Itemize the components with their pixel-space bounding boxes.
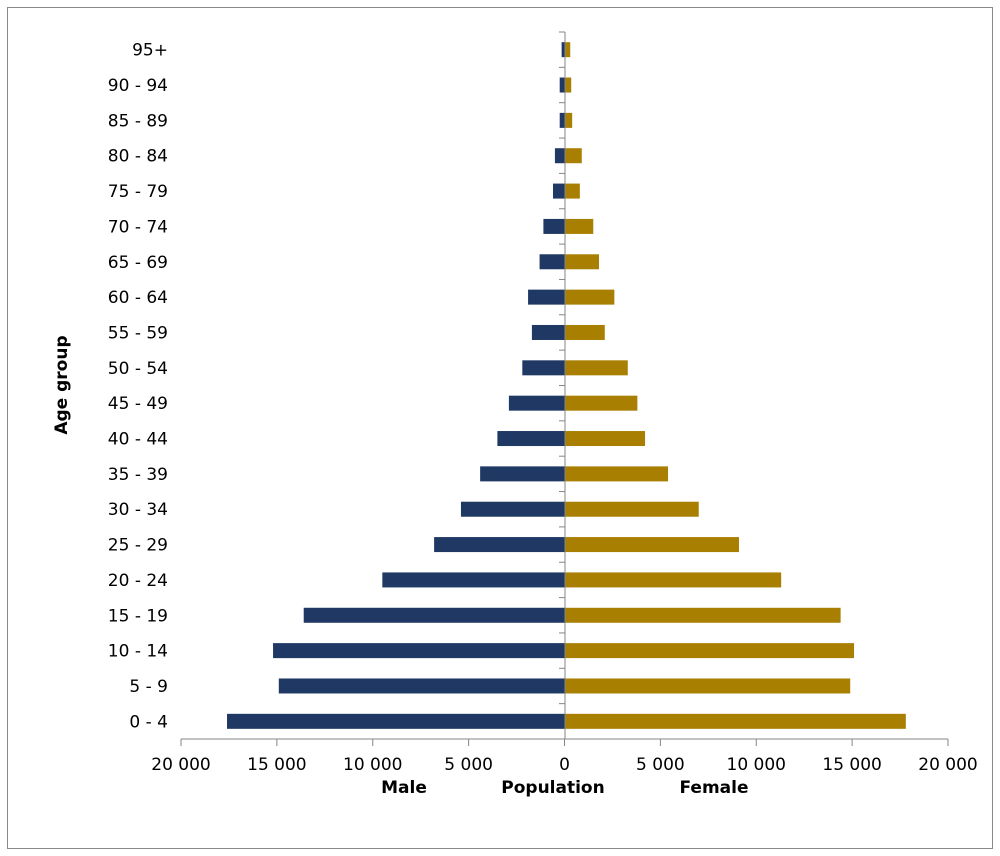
bar-female-1 — [565, 678, 851, 694]
axes-layer — [180, 31, 949, 746]
bar-male-11 — [531, 324, 565, 340]
bar-female-10 — [565, 360, 628, 376]
bar-male-1 — [278, 678, 565, 694]
bar-female-14 — [565, 218, 594, 234]
x-tick-label-7: 15 000 — [822, 755, 881, 775]
x-axis-left-label: Male — [381, 778, 427, 798]
bar-female-16 — [565, 148, 582, 164]
y-tick-label-11: 55 - 59 — [108, 323, 168, 343]
bar-male-0 — [227, 713, 565, 729]
bar-female-6 — [565, 501, 699, 517]
x-axis-title: Population — [501, 778, 604, 798]
bar-female-0 — [565, 713, 906, 729]
x-tick-label-6: 10 000 — [727, 755, 786, 775]
x-tick-label-0: 20 000 — [151, 755, 210, 775]
bar-male-15 — [552, 183, 565, 199]
x-tick-label-3: 5 000 — [444, 755, 493, 775]
y-axis-title: Age group — [52, 335, 72, 434]
bars-layer — [227, 42, 906, 729]
bar-female-17 — [565, 112, 573, 128]
bar-female-18 — [565, 77, 572, 93]
bar-female-13 — [565, 254, 600, 270]
bar-female-11 — [565, 324, 605, 340]
x-tick-label-4: 0 — [559, 755, 570, 775]
x-tick-label-8: 20 000 — [918, 755, 977, 775]
bar-female-3 — [565, 607, 841, 623]
bar-female-15 — [565, 183, 580, 199]
bar-male-14 — [543, 218, 565, 234]
y-tick-label-14: 70 - 74 — [108, 217, 168, 237]
y-tick-label-0: 0 - 4 — [129, 712, 168, 732]
y-tick-label-9: 45 - 49 — [108, 394, 168, 414]
bar-male-18 — [559, 77, 565, 93]
y-tick-label-5: 25 - 29 — [108, 536, 168, 556]
y-tick-label-16: 80 - 84 — [108, 147, 168, 167]
y-tick-label-12: 60 - 64 — [108, 288, 168, 308]
bar-male-8 — [497, 431, 565, 447]
y-tick-label-7: 35 - 39 — [108, 465, 168, 485]
y-tick-label-6: 30 - 34 — [108, 500, 168, 520]
x-tick-label-5: 5 000 — [636, 755, 685, 775]
y-tick-label-2: 10 - 14 — [108, 642, 168, 662]
bar-female-12 — [565, 289, 615, 305]
bar-female-19 — [565, 42, 571, 58]
bar-male-7 — [480, 466, 565, 482]
y-tick-label-10: 50 - 54 — [108, 359, 168, 379]
bar-male-2 — [273, 643, 565, 659]
bar-female-2 — [565, 643, 855, 659]
bar-female-5 — [565, 537, 739, 553]
bar-male-9 — [508, 395, 565, 411]
y-tick-label-8: 40 - 44 — [108, 430, 168, 450]
bar-male-6 — [460, 501, 565, 517]
bar-female-8 — [565, 431, 646, 447]
bar-male-10 — [522, 360, 565, 376]
bar-female-9 — [565, 395, 638, 411]
y-tick-label-17: 85 - 89 — [108, 111, 168, 131]
bar-male-3 — [303, 607, 565, 623]
y-tick-label-4: 20 - 24 — [108, 571, 168, 591]
x-axis-right-label: Female — [680, 778, 749, 798]
x-tick-label-2: 10 000 — [343, 755, 402, 775]
bar-male-12 — [528, 289, 565, 305]
bar-male-4 — [382, 572, 565, 588]
bar-male-13 — [539, 254, 565, 270]
bar-male-17 — [559, 112, 565, 128]
bar-female-4 — [565, 572, 782, 588]
bar-female-7 — [565, 466, 669, 482]
y-tick-label-13: 65 - 69 — [108, 253, 168, 273]
y-tick-label-3: 15 - 19 — [108, 606, 168, 626]
bar-male-5 — [434, 537, 565, 553]
y-tick-label-19: 95+ — [132, 41, 168, 61]
y-tick-label-1: 5 - 9 — [129, 677, 168, 697]
bar-male-19 — [561, 42, 565, 58]
chart-frame — [7, 7, 993, 849]
labels-layer: 0 - 4 5 - 9 10 - 14 15 - 19 20 - 24 25 - 29 30… — [108, 41, 978, 775]
x-tick-label-1: 15 000 — [247, 755, 306, 775]
y-tick-label-18: 90 - 94 — [108, 76, 168, 96]
y-tick-label-15: 75 - 79 — [108, 182, 168, 202]
bar-male-16 — [554, 148, 565, 164]
